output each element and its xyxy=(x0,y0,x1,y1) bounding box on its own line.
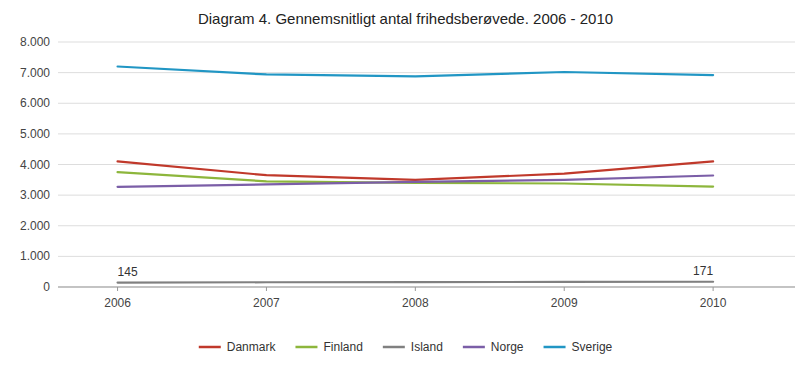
legend-swatch xyxy=(199,346,221,349)
x-tick xyxy=(564,287,565,291)
legend-item: Norge xyxy=(463,340,524,354)
y-tick-label: 8.000 xyxy=(20,35,50,49)
y-tick-label: 1.000 xyxy=(20,249,50,263)
x-axis-line xyxy=(58,287,795,288)
y-tick-label: 2.000 xyxy=(20,219,50,233)
chart: Diagram 4. Gennemsnitligt antal frihedsb… xyxy=(0,0,811,369)
y-tick-label: 3.000 xyxy=(20,188,50,202)
x-tick xyxy=(266,287,267,291)
legend: Danmark Finland Island Norge Sverige xyxy=(199,340,613,354)
legend-swatch xyxy=(544,346,566,349)
x-tick xyxy=(713,287,714,291)
y-tick-label: 7.000 xyxy=(20,66,50,80)
x-tick-label: 2009 xyxy=(551,296,578,310)
x-tick-label: 2010 xyxy=(700,296,727,310)
annotation: 145 xyxy=(118,265,138,279)
legend-swatch xyxy=(463,346,485,349)
x-tick-label: 2007 xyxy=(253,296,280,310)
y-tick-label: 4.000 xyxy=(20,158,50,172)
series-line xyxy=(118,172,714,186)
legend-item: Sverige xyxy=(544,340,613,354)
grid-line xyxy=(58,103,795,104)
x-tick-label: 2006 xyxy=(104,296,131,310)
grid-line xyxy=(58,72,795,73)
title: Diagram 4. Gennemsnitligt antal frihedsb… xyxy=(198,10,613,27)
y-tick-label: 5.000 xyxy=(20,127,50,141)
series-line xyxy=(118,67,714,77)
legend-label: Island xyxy=(411,340,443,354)
x-tick-label: 2008 xyxy=(402,296,429,310)
y-tick-label: 6.000 xyxy=(20,96,50,110)
legend-swatch xyxy=(295,346,317,349)
series-line xyxy=(118,281,714,284)
legend-swatch xyxy=(383,346,405,349)
annotation: 171 xyxy=(693,264,713,278)
legend-item: Island xyxy=(383,340,443,354)
legend-item: Danmark xyxy=(199,340,277,354)
grid-line xyxy=(58,195,795,196)
legend-label: Norge xyxy=(491,340,524,354)
legend-label: Danmark xyxy=(227,340,277,354)
grid xyxy=(58,42,795,287)
grid-line xyxy=(58,256,795,257)
y-tick-label: 0 xyxy=(43,280,50,294)
legend-label: Finland xyxy=(323,340,362,354)
grid-line xyxy=(58,225,795,226)
grid-line xyxy=(58,133,795,134)
grid-line xyxy=(58,287,795,288)
grid-line xyxy=(58,42,795,43)
x-tick xyxy=(117,287,118,291)
series-line xyxy=(118,176,714,187)
x-tick xyxy=(415,287,416,291)
legend-item: Finland xyxy=(295,340,362,354)
legend-label: Sverige xyxy=(572,340,613,354)
series-group xyxy=(118,67,714,283)
